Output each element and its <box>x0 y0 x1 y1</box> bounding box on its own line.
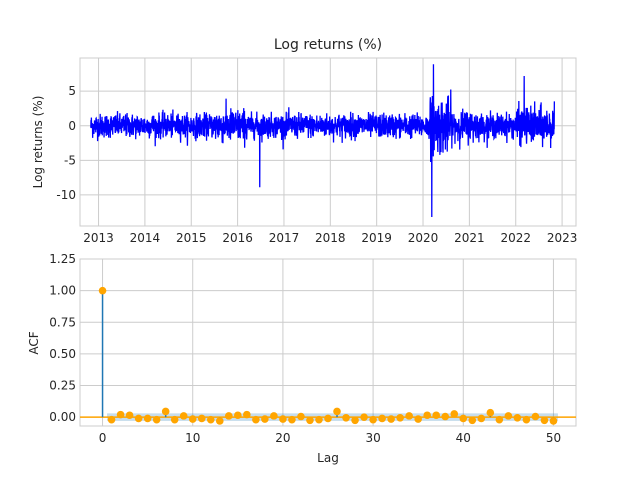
top-x-tick-labels: 2013 2014 2015 2016 2017 2018 2019 2020 2021 2022… <box>83 231 577 245</box>
bottom-y-tick-label: 1.00 <box>49 284 76 298</box>
bottom-y-tick-label: 0.25 <box>49 379 76 393</box>
bottom-plot: 0 10 20 30 40 50 1.25 1.00 0.75 0.50 0.25 0.00 Lag… <box>27 252 577 465</box>
acf-point <box>540 416 549 425</box>
bottom-y-tick-label: 1.25 <box>49 252 76 266</box>
acf-point <box>396 413 404 422</box>
top-x-tick-label: 2021 <box>454 231 485 245</box>
acf-point <box>360 413 368 421</box>
acf-point <box>206 415 215 424</box>
acf-point <box>351 416 359 425</box>
acf-point <box>188 415 197 423</box>
acf-point <box>369 415 377 424</box>
acf-point <box>486 408 495 417</box>
bottom-x-tick-label: 0 <box>99 431 107 445</box>
acf-point <box>477 414 486 423</box>
acf-point <box>405 412 413 420</box>
acf-point <box>261 415 269 423</box>
top-x-tick-label: 2019 <box>361 231 392 245</box>
top-x-tick-label: 2018 <box>315 231 346 245</box>
bottom-x-tick-label: 30 <box>365 431 380 445</box>
acf-point <box>459 414 468 423</box>
acf-point <box>315 415 323 424</box>
top-y-tick-label: -5 <box>64 153 76 167</box>
top-y-tick-label: -10 <box>56 188 76 202</box>
top-x-tick-label: 2016 <box>222 231 253 245</box>
top-x-tick-label: 2017 <box>269 231 300 245</box>
acf-point <box>423 411 432 420</box>
top-series-log-returns <box>90 64 555 218</box>
top-x-tick-label: 2015 <box>176 231 207 245</box>
top-x-tick-label: 2014 <box>130 231 161 245</box>
bottom-x-tick-label: 10 <box>185 431 200 445</box>
bottom-x-tick-label: 20 <box>275 431 290 445</box>
acf-point <box>504 412 513 420</box>
bottom-y-tick-label: 0.75 <box>49 315 76 329</box>
acf-point <box>531 412 540 421</box>
top-x-tick-label: 2013 <box>83 231 114 245</box>
acf-point <box>234 411 242 420</box>
bottom-x-axis-label: Lag <box>317 451 339 465</box>
acf-point <box>342 413 350 422</box>
acf-point <box>279 415 287 423</box>
bottom-x-tick-labels: 0 10 20 30 40 50 <box>99 431 561 445</box>
acf-point <box>333 407 341 416</box>
bottom-y-tick-label: 0.50 <box>49 347 76 361</box>
top-x-tick-label: 2023 <box>547 231 578 245</box>
bottom-y-axis-label: ACF <box>27 331 41 354</box>
acf-point <box>98 286 107 295</box>
log-returns-line <box>90 64 555 218</box>
acf-point <box>378 414 386 423</box>
acf-point <box>116 410 125 419</box>
acf-point <box>450 410 459 418</box>
top-plot-area <box>79 57 577 227</box>
acf-point <box>170 415 179 424</box>
acf-point <box>432 411 441 420</box>
bottom-y-tick-label: 0.00 <box>49 410 76 424</box>
acf-point <box>125 411 134 420</box>
top-chart-title: Log returns (%) <box>274 37 382 53</box>
acf-point <box>107 415 116 424</box>
top-y-tick-labels: 5 0 -5 -10 <box>56 84 76 202</box>
acf-point <box>143 414 152 423</box>
top-plot: Log returns (%) 2013 2014 2015 2016 2017 2018… <box>31 37 577 245</box>
acf-point <box>134 414 143 423</box>
acf-point <box>387 415 395 423</box>
bottom-y-tick-labels: 1.25 1.00 0.75 0.50 0.25 0.00 <box>49 252 76 424</box>
acf-point <box>441 412 450 421</box>
acf-point <box>288 415 296 424</box>
top-y-tick-label: 0 <box>68 119 76 133</box>
acf-point <box>179 412 188 420</box>
acf-point <box>495 415 504 424</box>
top-y-axis-label: Log returns (%) <box>31 96 45 189</box>
acf-point <box>243 410 251 419</box>
acf-point <box>270 412 278 420</box>
acf-point <box>215 417 224 425</box>
acf-point <box>414 415 422 423</box>
top-y-tick-label: 5 <box>68 84 76 98</box>
acf-point <box>468 416 477 425</box>
bottom-x-tick-label: 50 <box>546 431 561 445</box>
acf-point <box>152 415 161 424</box>
acf-point <box>324 414 332 423</box>
acf-point <box>549 417 558 425</box>
acf-point <box>522 415 531 424</box>
acf-point <box>306 416 314 425</box>
acf-point <box>161 407 170 416</box>
acf-point <box>513 413 522 422</box>
top-x-tick-label: 2020 <box>408 231 439 245</box>
acf-points <box>98 286 558 425</box>
acf-point <box>225 412 233 420</box>
acf-point <box>252 415 260 424</box>
bottom-x-tick-label: 40 <box>456 431 471 445</box>
acf-point <box>197 414 206 423</box>
top-x-tick-label: 2022 <box>500 231 531 245</box>
acf-point <box>297 412 305 421</box>
